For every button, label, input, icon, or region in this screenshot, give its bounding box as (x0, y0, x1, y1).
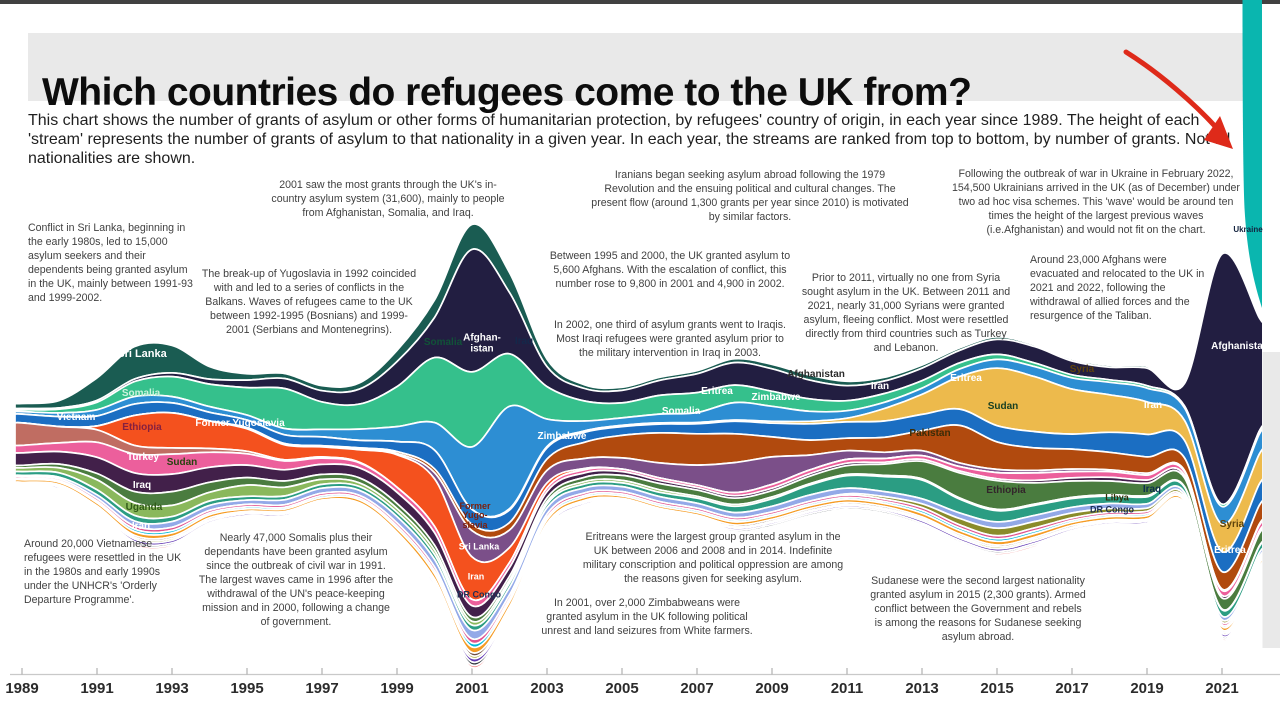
page-title: Which countries do refugees come to the … (42, 71, 972, 115)
annotation-afghans-1995-2000: Between 1995 and 2000, the UK granted as… (549, 250, 791, 291)
annotation-grants-2001: 2001 saw the most grants through the UK'… (271, 179, 505, 220)
axis-year-2017: 2017 (1055, 680, 1089, 697)
annotation-ukraine-2022: Following the outbreak of war in Ukraine… (952, 168, 1240, 237)
axis-year-1989: 1989 (5, 680, 39, 697)
axis-year-2011: 2011 (830, 680, 864, 697)
annotation-somalis-civil-war: Nearly 47,000 Somalis plus their dependa… (198, 532, 394, 629)
annotation-syrians-2011: Prior to 2011, virtually no one from Syr… (801, 272, 1011, 355)
annotation-vietnamese-resettled: Around 20,000 Vietnamese refugees were r… (24, 538, 182, 607)
annotation-iraqis-2002: In 2002, one third of asylum grants went… (553, 319, 786, 360)
axis-year-2007: 2007 (680, 680, 714, 697)
annotation-eritreans: Eritreans were the largest group granted… (582, 531, 844, 586)
annotation-zimbabweans-2001: In 2001, over 2,000 Zimbabweans were gra… (541, 597, 753, 638)
annotation-sudanese-2015: Sudanese were the second largest nationa… (870, 575, 1086, 644)
title-band: Which countries do refugees come to the … (28, 33, 1243, 114)
axis-year-2021: 2021 (1205, 680, 1239, 697)
axis-year-2001: 2001 (455, 680, 489, 697)
axis-year-1999: 1999 (380, 680, 414, 697)
axis-year-1995: 1995 (230, 680, 264, 697)
axis-year-2005: 2005 (605, 680, 639, 697)
axis-year-2009: 2009 (755, 680, 789, 697)
axis-year-1993: 1993 (155, 680, 189, 697)
red-arrow-head-icon (1204, 116, 1233, 149)
axis-year-2019: 2019 (1130, 680, 1164, 697)
streams-group (14, 223, 1262, 669)
axis-year-2013: 2013 (905, 680, 939, 697)
annotation-afghans-evacuated: Around 23,000 Afghans were evacuated and… (1030, 254, 1205, 323)
axis-year-1997: 1997 (305, 680, 339, 697)
right-edge-strip (1262, 352, 1280, 648)
axis-year-2015: 2015 (980, 680, 1014, 697)
axis-year-2003: 2003 (530, 680, 564, 697)
top-bar (0, 0, 1280, 4)
annotation-yugoslavia-breakup: The break-up of Yugoslavia in 1992 coinc… (201, 268, 417, 337)
chart-description: This chart shows the number of grants of… (28, 112, 1231, 167)
annotation-sri-lanka-conflict: Conflict in Sri Lanka, beginning in the … (28, 222, 193, 305)
stream-other (14, 486, 1262, 669)
annotation-iranians-1979: Iranians began seeking asylum abroad fol… (591, 169, 909, 224)
stream-ukraine-offchart (1242, 0, 1262, 308)
axis-year-1991: 1991 (80, 680, 114, 697)
red-arrow-icon (1123, 49, 1225, 137)
